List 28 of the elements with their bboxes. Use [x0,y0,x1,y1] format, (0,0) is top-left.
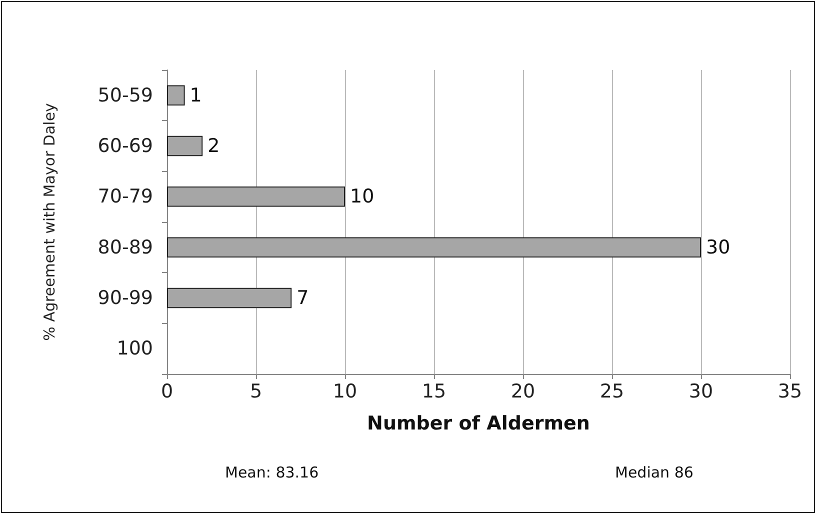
data-label: 2 [208,135,220,157]
bar [167,237,701,258]
data-label: 30 [706,236,730,258]
x-tick-label: 15 [422,380,446,402]
text: Mean: 83.16 [225,464,319,482]
bar [167,136,203,156]
x-tick-label: 35 [778,380,802,402]
data-label: 10 [350,186,374,208]
x-axis-title: Number of Aldermen [367,412,590,434]
y-tick-label: 60-69 [98,135,153,157]
x-tick-label: 10 [332,380,358,402]
bar [167,186,345,207]
x-tick-label: 25 [600,380,624,402]
bar [167,288,292,308]
bar [167,85,185,106]
x-tick-label: 5 [250,380,262,402]
x-tick-label: 0 [160,380,174,402]
y-tick-label: 90-99 [98,287,153,309]
y-tick-label: 100 [116,338,153,360]
text: Median 86 [615,464,694,482]
data-label: 1 [190,84,202,106]
x-tick-label: 30 [688,380,714,402]
y-tick-label: 70-79 [98,186,153,208]
y-tick-label: 80-89 [98,236,153,258]
data-label: 7 [296,287,309,309]
x-tick-label: 20 [510,380,536,402]
y-tick-label: 50-59 [98,84,153,106]
y-axis-title: % Agreement with Mayor Daley [40,102,58,341]
